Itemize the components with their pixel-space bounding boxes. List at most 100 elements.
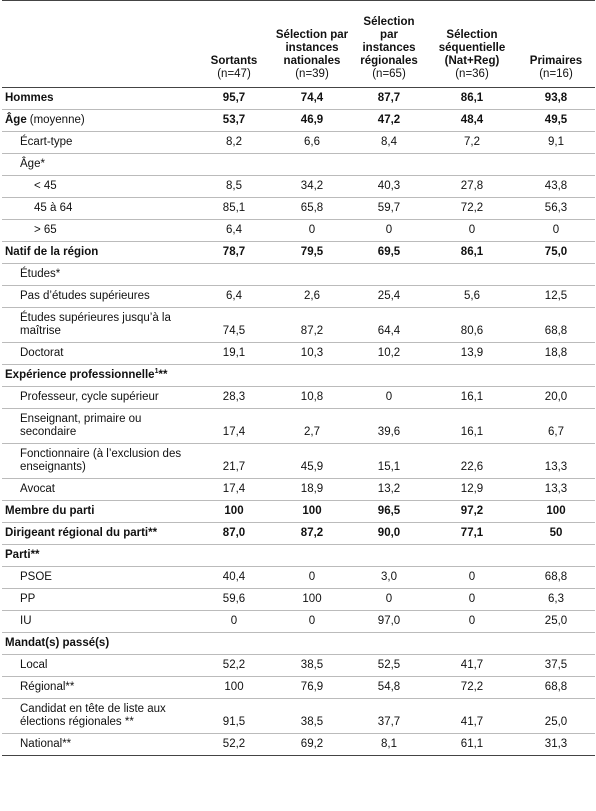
value-cell: 68,8 (517, 566, 595, 589)
value-cell: 100 (273, 500, 351, 523)
column-header: Sélection par instances nationales (n=39) (273, 0, 351, 88)
value-cell: 13,3 (517, 478, 595, 501)
value-cell: 68,8 (517, 676, 595, 699)
value-cell (517, 632, 595, 655)
value-cell: 80,6 (427, 307, 517, 343)
value-cell: 6,4 (195, 219, 273, 242)
row-section: Âge (moyenne) 53,7 46,9 47,2 48,4 49,5 (2, 109, 595, 132)
row-item: Régional** 100 76,9 54,8 72,2 68,8 (2, 676, 595, 699)
row-label: Écart-type (20, 136, 73, 148)
value-cell (517, 153, 595, 176)
value-cell (195, 632, 273, 655)
value-cell: 49,5 (517, 109, 595, 132)
column-n: (n=16) (539, 68, 573, 80)
value-cell: 9,1 (517, 131, 595, 154)
value-cell: 8,1 (351, 733, 427, 756)
value-cell: 2,6 (273, 285, 351, 308)
row-label-cell: Candidat en tête de liste aux élections … (2, 698, 195, 734)
value-cell (273, 632, 351, 655)
value-cell (427, 364, 517, 387)
row-label-cell: Avocat (2, 478, 195, 501)
value-cell: 0 (427, 219, 517, 242)
row-label-cell: Régional** (2, 676, 195, 699)
row-label-cell: Dirigeant régional du parti** (2, 522, 195, 545)
value-cell: 100 (273, 588, 351, 611)
row-item: Enseignant, primaire ou secondaire 17,4 2,… (2, 408, 595, 444)
row-label-cell: Doctorat (2, 342, 195, 365)
value-cell: 68,8 (517, 307, 595, 343)
corner-cell (2, 0, 195, 88)
row-section: Membre du parti 100 100 96,5 97,2 100 (2, 500, 595, 523)
row-item: Candidat en tête de liste aux élections … (2, 698, 595, 734)
column-title: Sélection par instances régionales (360, 16, 418, 67)
value-cell: 87,7 (351, 87, 427, 110)
value-cell: 12,5 (517, 285, 595, 308)
value-cell: 6,7 (517, 408, 595, 444)
row-item: National** 52,2 69,2 8,1 61,1 31,3 (2, 733, 595, 756)
value-cell: 16,1 (427, 408, 517, 444)
value-cell: 65,8 (273, 197, 351, 220)
row-label: PSOE (20, 571, 52, 583)
value-cell: 20,0 (517, 386, 595, 409)
row-label: Parti** (5, 549, 40, 561)
value-cell: 52,5 (351, 654, 427, 677)
row-label-cell: Hommes (2, 87, 195, 110)
column-n: (n=39) (295, 68, 329, 80)
value-cell (273, 153, 351, 176)
row-label: Âge* (20, 158, 45, 170)
row-label: Doctorat (20, 347, 64, 359)
value-cell: 91,5 (195, 698, 273, 734)
value-cell: 10,3 (273, 342, 351, 365)
row-label: Dirigeant régional du parti** (5, 527, 158, 539)
value-cell: 12,9 (427, 478, 517, 501)
value-cell: 96,5 (351, 500, 427, 523)
value-cell: 8,2 (195, 131, 273, 154)
value-cell: 69,2 (273, 733, 351, 756)
value-cell: 100 (517, 500, 595, 523)
row-label-cell: IU (2, 610, 195, 633)
value-cell: 85,1 (195, 197, 273, 220)
value-cell: 34,2 (273, 175, 351, 198)
row-section: Natif de la région 78,7 79,5 69,5 86,1 75,0 (2, 241, 595, 264)
value-cell: 47,2 (351, 109, 427, 132)
row-item: Écart-type 8,2 6,6 8,4 7,2 9,1 (2, 131, 595, 154)
row-item: IU 0 0 97,0 0 25,0 (2, 610, 595, 633)
row-label: Âge (5, 114, 27, 126)
table-body: Hommes 95,7 74,4 87,7 86,1 93,8 Âge (moyenne) 53… (2, 87, 595, 756)
value-cell: 0 (351, 386, 427, 409)
row-label: IU (20, 615, 32, 627)
value-cell: 16,1 (427, 386, 517, 409)
value-cell: 3,0 (351, 566, 427, 589)
column-header: Sélection séquentielle (Nat+Reg) (n=36) (427, 0, 517, 88)
row-label-cell: Local (2, 654, 195, 677)
value-cell (273, 544, 351, 567)
row-label: Hommes (5, 92, 54, 104)
value-cell: 97,2 (427, 500, 517, 523)
value-cell: 17,4 (195, 478, 273, 501)
value-cell (427, 263, 517, 286)
value-cell (195, 364, 273, 387)
row-label: Fonctionnaire (à l’exclusion des enseign… (20, 448, 182, 473)
row-item: Professeur, cycle supérieur 28,3 10,8 0 16,1… (2, 386, 595, 409)
column-header: Sélection par instances régionales (n=65) (351, 0, 427, 88)
row-label: < 45 (34, 180, 57, 192)
value-cell (517, 544, 595, 567)
row-subitem: 45 à 64 85,1 65,8 59,7 72,2 56,3 (2, 197, 595, 220)
column-n: (n=47) (217, 68, 251, 80)
row-label: Avocat (20, 483, 55, 495)
value-cell: 100 (195, 500, 273, 523)
value-cell: 13,2 (351, 478, 427, 501)
row-item: Local 52,2 38,5 52,5 41,7 37,5 (2, 654, 595, 677)
row-item: PSOE 40,4 0 3,0 0 68,8 (2, 566, 595, 589)
row-label: Membre du parti (5, 505, 95, 517)
table-head: Sortants (n=47) Sélection par instances na… (2, 0, 595, 88)
row-item: Âge* (2, 153, 595, 176)
value-cell: 69,5 (351, 241, 427, 264)
value-cell: 0 (351, 588, 427, 611)
value-cell: 76,9 (273, 676, 351, 699)
value-cell: 59,7 (351, 197, 427, 220)
row-item: Pas d’études supérieures 6,4 2,6 25,4 5,6 12,… (2, 285, 595, 308)
row-label-cell: PP (2, 588, 195, 611)
value-cell: 46,9 (273, 109, 351, 132)
row-label-cell: Fonctionnaire (à l’exclusion des enseign… (2, 443, 195, 479)
